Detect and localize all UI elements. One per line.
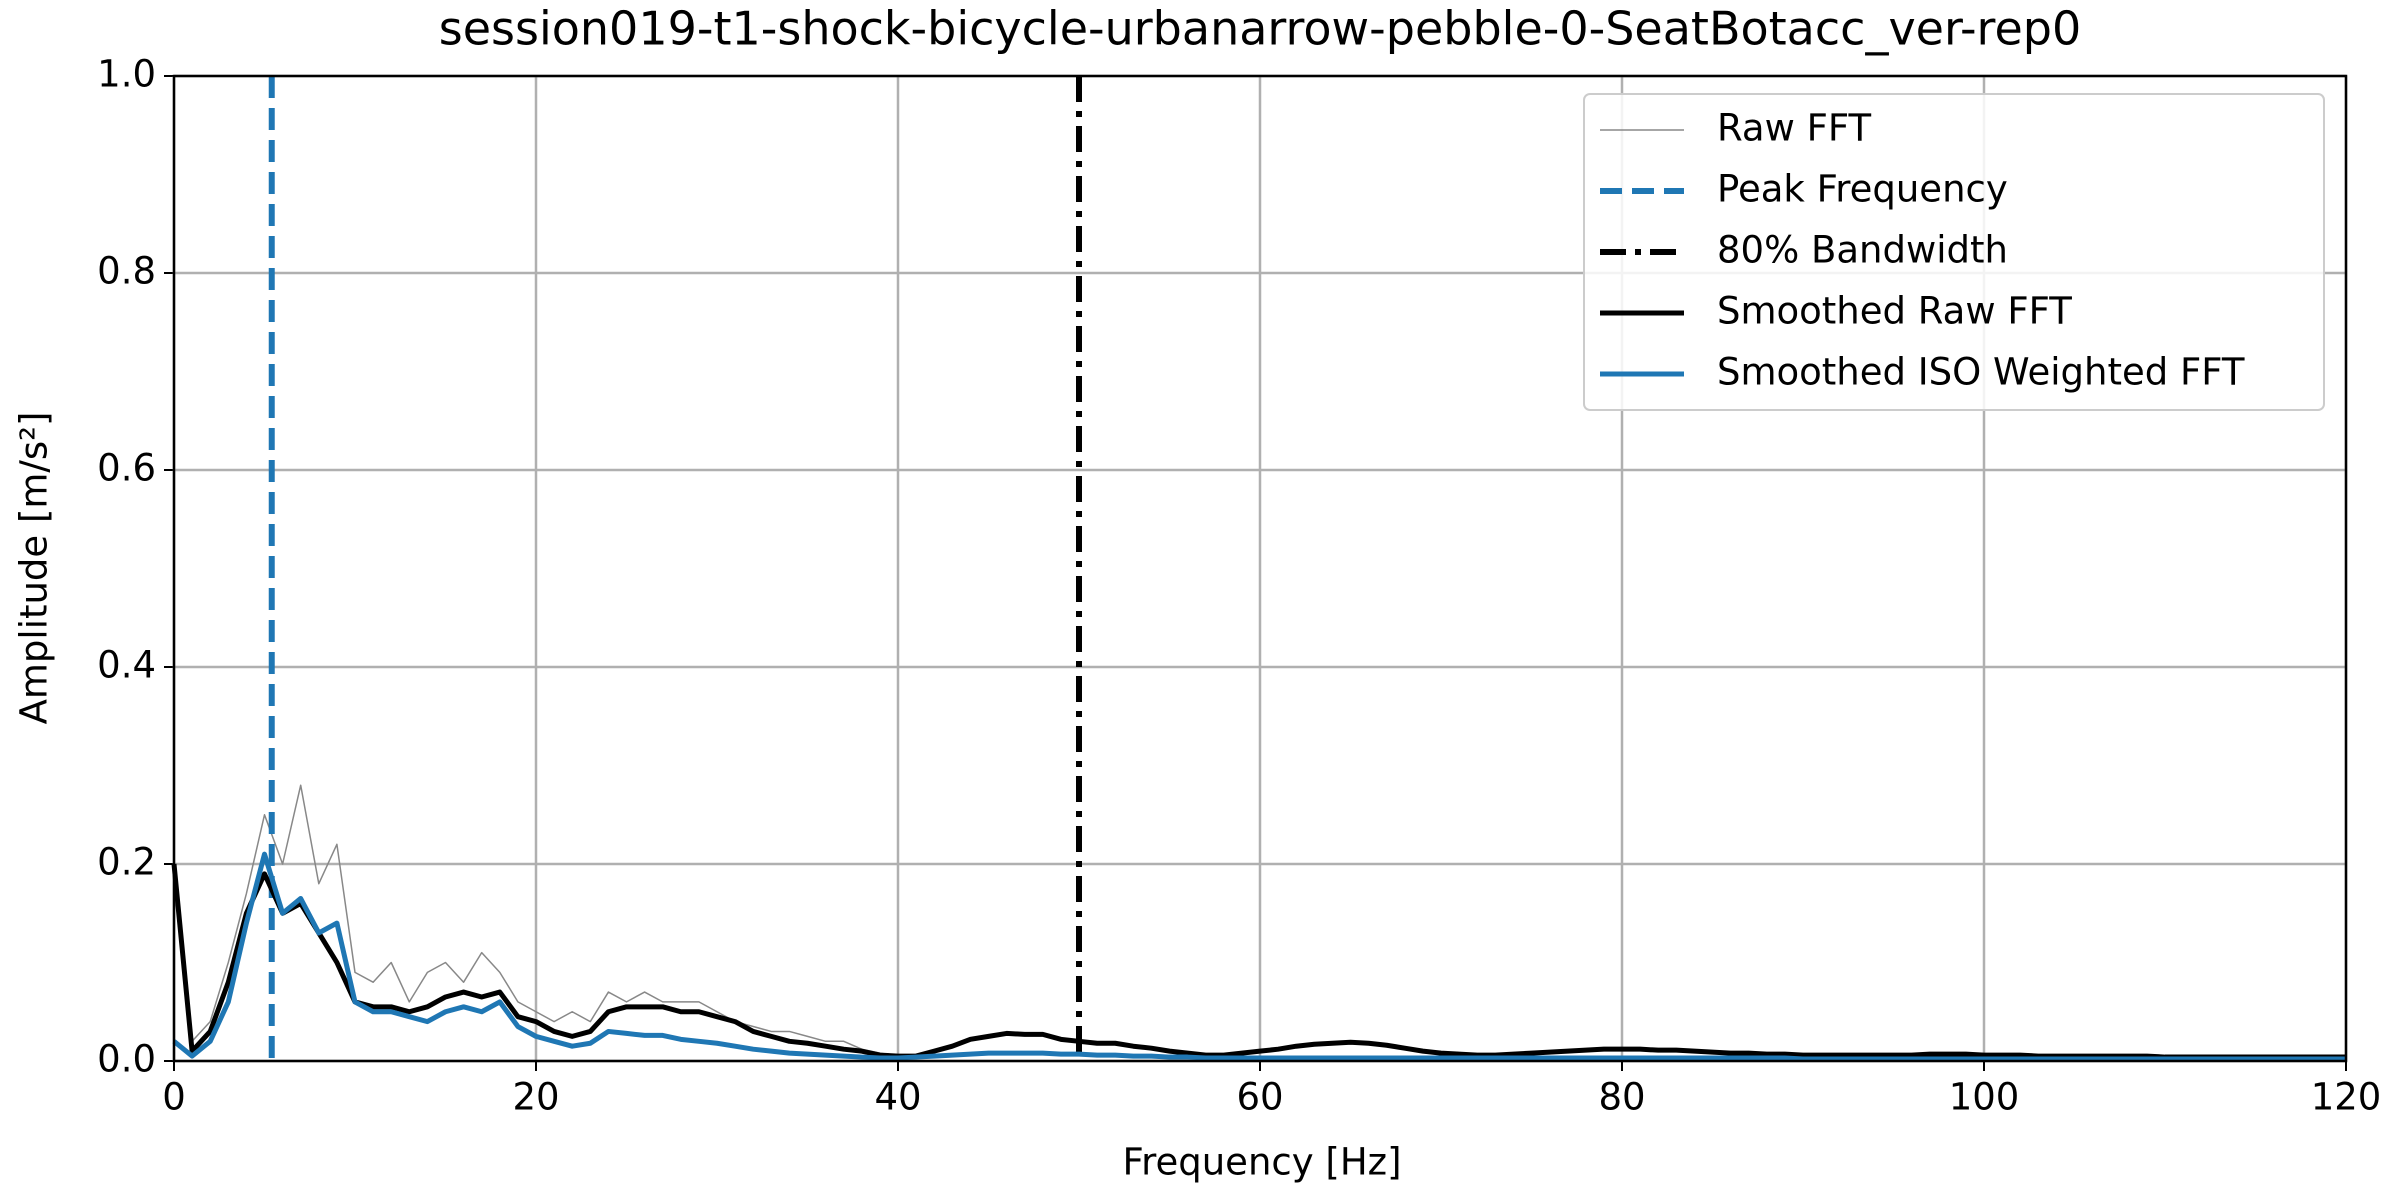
legend-label: Raw FFT	[1717, 107, 1872, 150]
y-tick-label: 1.0	[97, 53, 156, 96]
legend-box	[1583, 93, 2325, 411]
series-line	[171, 863, 2346, 1060]
x-tick-label: 80	[1598, 1076, 1645, 1119]
legend-label: Smoothed Raw FFT	[1717, 290, 2072, 333]
plot-frame	[172, 74, 2348, 1063]
legend: Raw FFT Peak Frequency 80% Bandwidth Smooth…	[1583, 93, 2325, 411]
x-tick-label: 60	[1236, 1076, 1283, 1119]
x-tick-label: 100	[1949, 1076, 2020, 1119]
y-tick-label: 0.8	[97, 250, 156, 293]
x-tick-label: 120	[2311, 1076, 2382, 1119]
series-line	[172, 851, 2346, 1062]
y-tick-label: 0.6	[97, 447, 156, 490]
x-tick-label: 40	[874, 1076, 921, 1119]
y-tick-label: 0.0	[97, 1038, 156, 1081]
y-tick-label: 0.4	[97, 644, 156, 687]
chart-title: session019-t1-shock-bicycle-urbanarrow-p…	[439, 2, 2081, 56]
x-tick-label: 0	[162, 1076, 186, 1119]
y-tick-label: 0.2	[97, 841, 156, 884]
legend-label: 80% Bandwidth	[1717, 229, 2008, 272]
y-axis-label: Amplitude [m/s²]	[13, 412, 56, 725]
legend-label: Peak Frequency	[1717, 168, 2008, 211]
legend-label: Smoothed ISO Weighted FFT	[1717, 351, 2245, 394]
x-axis-label: Frequency [Hz]	[1122, 1141, 1401, 1184]
x-tick-label: 20	[512, 1076, 559, 1119]
